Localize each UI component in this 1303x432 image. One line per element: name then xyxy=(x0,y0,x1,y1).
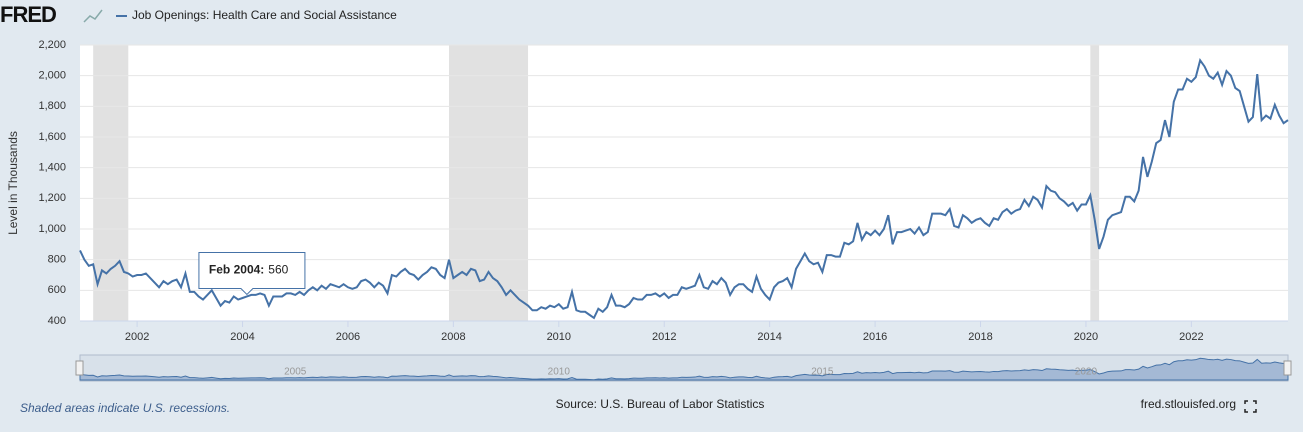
logo-icon xyxy=(83,9,103,23)
navigator-tick-label: 2010 xyxy=(548,367,571,378)
y-tick-label: 600 xyxy=(48,284,66,296)
tooltip-value: 560 xyxy=(268,263,288,277)
navigator-handle-right[interactable] xyxy=(1283,360,1292,376)
legend-label: Job Openings: Health Care and Social Ass… xyxy=(132,8,397,22)
y-tick-label: 1,200 xyxy=(38,192,66,204)
source: Source: U.S. Bureau of Labor Statistics xyxy=(556,397,765,411)
x-tick-label: 2022 xyxy=(1179,331,1203,343)
recession-band xyxy=(1090,45,1100,321)
tooltip: Feb 2004: 560 xyxy=(198,251,306,296)
x-axis: 2002 2004 2006 2008 2010 2012 2014 2016 2018 2020… xyxy=(125,321,1204,343)
x-tick-label: 2008 xyxy=(441,331,465,343)
recessions xyxy=(93,45,1100,321)
tooltip-text: Feb 2004: 560 xyxy=(209,263,289,277)
navigator-area xyxy=(79,357,1289,381)
recession-band xyxy=(93,45,129,321)
y-tick-label: 400 xyxy=(48,315,66,327)
y-tick-label: 1,000 xyxy=(38,223,66,235)
navigator-tick-label: 2005 xyxy=(284,367,307,378)
series xyxy=(79,58,1289,320)
site: fred.stlouisfed.org xyxy=(1141,397,1236,411)
x-tick-label: 2014 xyxy=(757,331,781,343)
navigator-series: 2005 2010 2015 2020 xyxy=(79,357,1289,381)
recession-band xyxy=(448,45,529,321)
grid: 400 600 800 1,000 1,200 1,400 1,600 1,800 2,000 2… xyxy=(38,39,1288,327)
tooltip-box xyxy=(198,251,306,296)
y-tick-label: 800 xyxy=(48,254,66,266)
navigator-tick-label: 2015 xyxy=(811,367,834,378)
y-tick-label: 1,600 xyxy=(38,131,66,143)
tooltip-date: Feb 2004: xyxy=(209,263,264,277)
x-tick-label: 2002 xyxy=(125,331,149,343)
y-tick-label: 1,400 xyxy=(38,162,66,174)
x-tick-label: 2018 xyxy=(968,331,992,343)
x-tick-label: 2004 xyxy=(230,331,254,343)
x-tick-label: 2016 xyxy=(863,331,887,343)
y-tick-label: 1,800 xyxy=(38,100,66,112)
x-tick-label: 2006 xyxy=(336,331,360,343)
navigator-tick-label: 2020 xyxy=(1075,367,1098,378)
logo: FRED xyxy=(0,2,56,27)
x-tick-label: 2012 xyxy=(652,331,676,343)
y-tick-label: 2,200 xyxy=(38,39,66,51)
fullscreen-button[interactable] xyxy=(1244,400,1257,413)
series-line xyxy=(79,58,1289,320)
x-tick-label: 2020 xyxy=(1074,331,1098,343)
y-axis-label: Level in Thousands xyxy=(6,131,20,235)
navigator-handle-left[interactable] xyxy=(75,360,84,376)
footnote: Shaded areas indicate U.S. recessions. xyxy=(20,401,230,415)
y-tick-label: 2,000 xyxy=(38,70,66,82)
x-tick-label: 2010 xyxy=(547,331,571,343)
